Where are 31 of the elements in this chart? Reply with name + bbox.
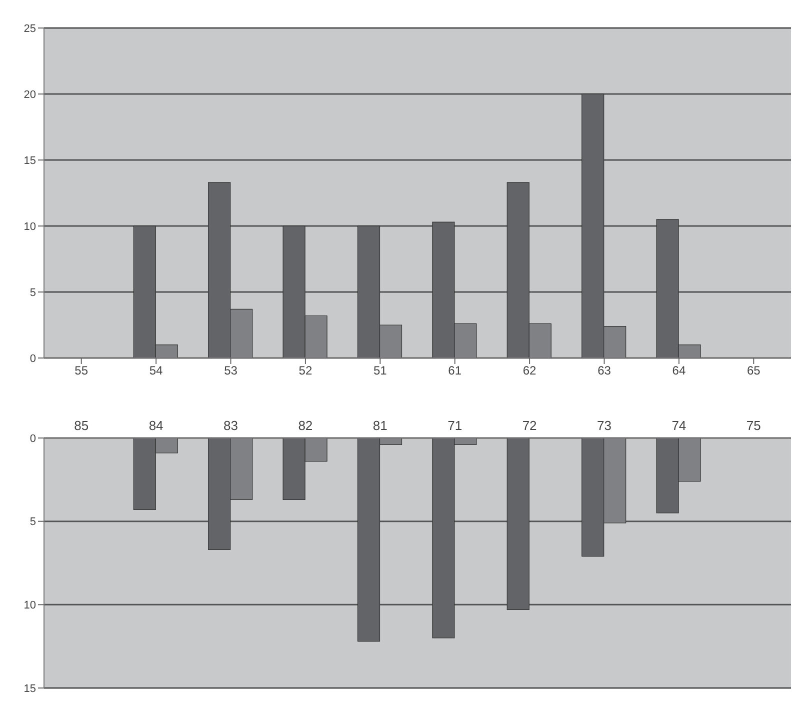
y-tick-label: 15: [24, 154, 36, 167]
x-tick-label: 73: [597, 418, 612, 433]
x-tick-label: 74: [672, 418, 686, 433]
x-tick-label: 84: [148, 418, 164, 433]
x-tick-label: 64: [672, 364, 686, 378]
x-tick-label: 82: [298, 418, 313, 433]
x-tick-label: 51: [373, 364, 388, 378]
y-tick-label: 10: [24, 600, 36, 612]
y-tick-label: 15: [24, 682, 36, 695]
x-tick-label: 61: [448, 364, 462, 378]
x-tick-label: 55: [74, 364, 88, 378]
y-tick-label: 5: [30, 516, 36, 528]
x-tick-label: 52: [298, 364, 312, 378]
x-tick-label: 75: [746, 418, 761, 433]
y-tick-label: 5: [30, 286, 36, 299]
x-tick-label: 85: [74, 418, 89, 433]
y-tick-label: 20: [24, 88, 36, 101]
y-tick-label: 10: [24, 220, 36, 233]
x-tick-label: 63: [598, 364, 612, 378]
x-tick-label: 54: [149, 364, 164, 378]
y-tick-label: 0: [30, 352, 36, 365]
x-tick-label: 65: [746, 364, 761, 378]
x-tick-label: 53: [224, 364, 238, 378]
y-tick-label: 25: [24, 22, 36, 35]
x-tick-label: 62: [522, 364, 537, 378]
x-tick-label: 72: [522, 418, 537, 433]
x-tick-label: 71: [448, 418, 462, 433]
x-tick-label: 83: [224, 418, 238, 433]
bar: [506, 438, 530, 610]
x-tick-label: 81: [372, 418, 388, 433]
y-tick-label: 0: [30, 432, 36, 445]
